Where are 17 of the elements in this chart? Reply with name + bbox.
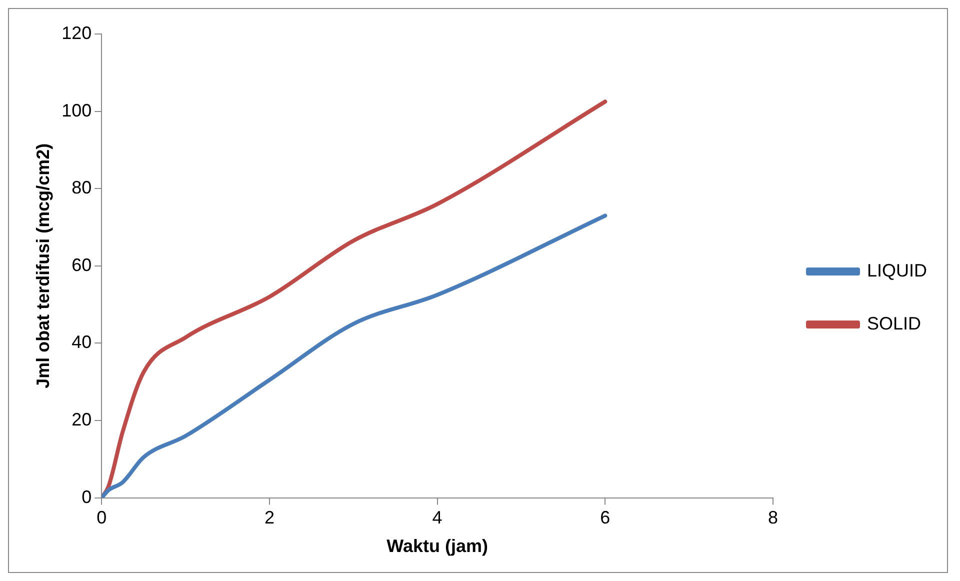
line-series <box>102 214 608 498</box>
y-tick-label: 100 <box>62 100 92 120</box>
y-axis-title: Jml obat terdifusi (mcg/cm2) <box>32 143 53 388</box>
x-tick-label: 4 <box>432 508 442 528</box>
y-tick-label: 40 <box>72 332 92 352</box>
x-tick-label: 0 <box>96 508 107 528</box>
y-tick-label: 0 <box>82 486 92 507</box>
x-tick-label: 6 <box>600 508 610 528</box>
y-tick-label: 60 <box>72 254 92 275</box>
y-tick-label: 120 <box>62 22 92 43</box>
x-axis-title: Waktu (jam) <box>386 536 488 556</box>
x-tick-label: 2 <box>264 508 274 528</box>
legend-label: LIQUID <box>866 260 928 280</box>
x-tick-label: 8 <box>768 508 778 528</box>
y-tick-label: 20 <box>72 409 92 430</box>
y-tick-label: 80 <box>72 178 92 198</box>
legend-label: SOLID <box>866 313 922 334</box>
